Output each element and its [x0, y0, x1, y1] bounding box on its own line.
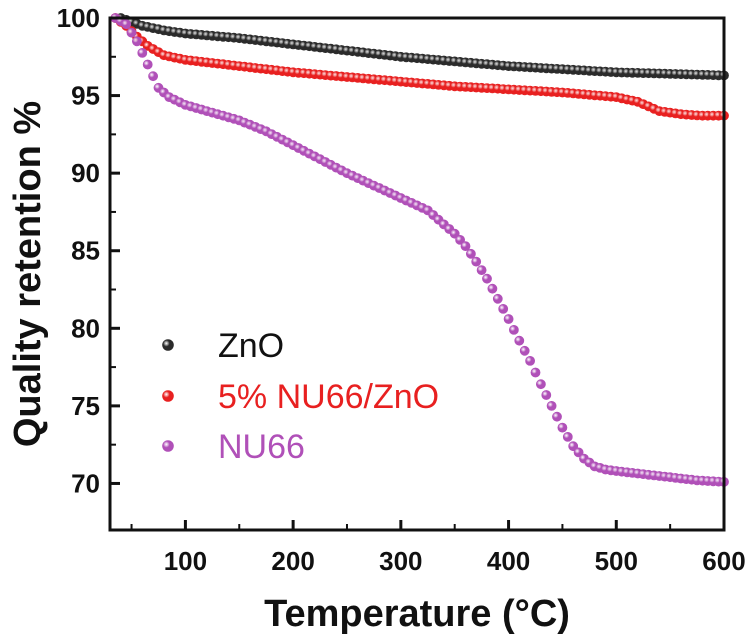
data-point — [536, 379, 546, 390]
data-point — [142, 59, 153, 70]
plot-points — [110, 13, 729, 487]
y-tick-label: 70 — [71, 468, 100, 498]
y-tick-label: 80 — [71, 313, 100, 343]
data-point — [557, 422, 568, 433]
data-point — [465, 248, 476, 259]
legend-marker — [162, 440, 174, 452]
y-tick-label: 75 — [71, 391, 100, 421]
data-point — [519, 345, 530, 356]
y-axis-ticks: 70 75 80 85 90 95 100 — [57, 3, 120, 498]
legend-label: ZnO — [218, 327, 284, 365]
legend-marker — [162, 339, 174, 351]
x-tick-label: 300 — [379, 546, 422, 576]
data-point — [471, 256, 482, 267]
series-2 — [110, 13, 729, 487]
x-axis-title: Temperature (°C) — [264, 593, 570, 635]
x-tick-label: 400 — [487, 546, 530, 576]
data-point — [460, 241, 471, 251]
data-point — [530, 367, 541, 378]
y-axis-title: Quality retention % — [7, 101, 49, 447]
series-0 — [115, 13, 729, 81]
data-point — [482, 273, 492, 284]
legend-label: NU66 — [218, 428, 305, 466]
legend: ZnO 5% NU66/ZnO NU66 — [162, 327, 439, 466]
data-point — [137, 48, 148, 58]
data-point — [126, 27, 137, 38]
data-point — [546, 400, 557, 411]
data-point — [492, 293, 503, 304]
data-point — [525, 355, 535, 366]
y-tick-label: 95 — [71, 81, 100, 111]
y-tick-label: 85 — [71, 236, 100, 266]
data-point — [573, 447, 584, 458]
data-point — [568, 441, 579, 452]
data-point — [514, 335, 525, 346]
x-tick-label: 200 — [271, 546, 314, 576]
data-point — [121, 19, 132, 30]
data-point — [552, 411, 562, 422]
series-1 — [110, 13, 729, 121]
y-tick-label: 100 — [57, 3, 100, 33]
data-point — [476, 265, 487, 275]
plot-frame — [108, 16, 726, 532]
data-point — [562, 431, 573, 442]
legend-label: 5% NU66/ZnO — [218, 378, 439, 416]
data-point — [503, 314, 514, 324]
data-point — [131, 36, 142, 47]
x-tick-label: 100 — [164, 546, 207, 576]
x-tick-label: 500 — [595, 546, 638, 576]
data-point — [449, 228, 460, 239]
data-point — [148, 71, 158, 82]
data-point — [509, 324, 519, 335]
y-tick-label: 90 — [71, 158, 100, 188]
data-point — [455, 234, 465, 245]
data-point — [498, 303, 509, 314]
x-axis-ticks: 100 200 300 400 500 600 — [130, 520, 746, 576]
data-point — [541, 390, 552, 400]
x-tick-label: 600 — [702, 546, 745, 576]
data-point — [487, 283, 498, 294]
legend-marker — [162, 390, 174, 402]
